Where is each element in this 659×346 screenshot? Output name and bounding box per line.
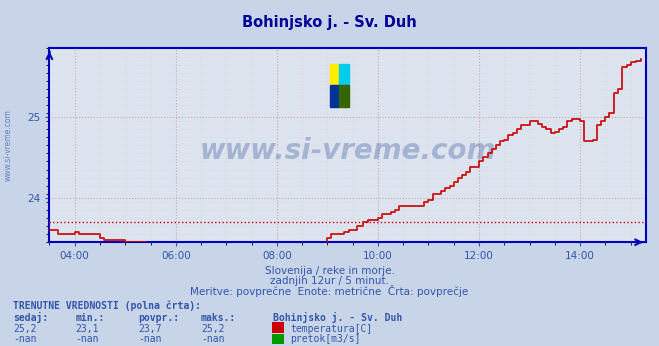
Bar [339,85,349,107]
Bar [330,64,339,85]
Text: www.si-vreme.com: www.si-vreme.com [200,137,496,165]
Text: pretok[m3/s]: pretok[m3/s] [290,334,360,344]
Text: -nan: -nan [13,334,37,344]
Text: -nan: -nan [138,334,162,344]
Text: temperatura[C]: temperatura[C] [290,324,372,334]
Text: -nan: -nan [76,334,100,344]
Text: sedaj:: sedaj: [13,312,48,323]
Text: zadnjih 12ur / 5 minut.: zadnjih 12ur / 5 minut. [270,276,389,286]
Text: 25,2: 25,2 [13,324,37,334]
Text: maks.:: maks.: [201,313,236,322]
Text: 23,1: 23,1 [76,324,100,334]
Text: 23,7: 23,7 [138,324,162,334]
Bar [339,64,349,85]
Text: Slovenija / reke in morje.: Slovenija / reke in morje. [264,266,395,275]
Text: -nan: -nan [201,334,225,344]
Text: TRENUTNE VREDNOSTI (polna črta):: TRENUTNE VREDNOSTI (polna črta): [13,301,201,311]
Text: Meritve: povprečne  Enote: metrične  Črta: povprečje: Meritve: povprečne Enote: metrične Črta:… [190,285,469,297]
Text: Bohinjsko j. - Sv. Duh: Bohinjsko j. - Sv. Duh [242,15,417,30]
Bar [330,85,339,107]
Text: 25,2: 25,2 [201,324,225,334]
Text: Bohinjsko j. - Sv. Duh: Bohinjsko j. - Sv. Duh [273,312,403,323]
Text: www.si-vreme.com: www.si-vreme.com [3,109,13,181]
Text: povpr.:: povpr.: [138,313,179,322]
Text: min.:: min.: [76,313,105,322]
